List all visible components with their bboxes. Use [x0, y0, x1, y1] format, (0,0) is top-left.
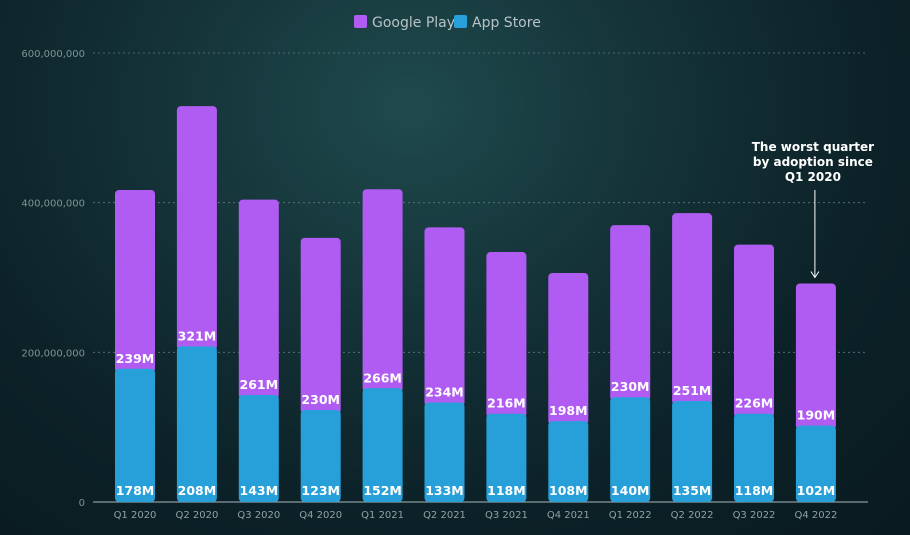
- legend-label-google-play: Google Play: [372, 15, 455, 31]
- data-label-google-play: 230M: [611, 379, 650, 394]
- data-label-app-store: 135M: [673, 483, 712, 498]
- legend-swatch-google-play: [354, 15, 367, 28]
- bar-app-store: [672, 400, 713, 502]
- bar-app-store: [610, 397, 651, 502]
- data-label-google-play: 230M: [301, 392, 340, 407]
- data-label-google-play: 226M: [735, 396, 774, 411]
- annotation-line: The worst quarter: [752, 140, 874, 154]
- data-label-app-store: 152M: [363, 483, 402, 498]
- bar-google-play: [362, 189, 403, 393]
- data-label-app-store: 118M: [735, 483, 774, 498]
- annotation-arrowhead: [810, 271, 820, 279]
- data-label-google-play: 251M: [673, 383, 712, 398]
- annotation-line: by adoption since: [753, 155, 873, 169]
- data-label-google-play: 261M: [240, 377, 279, 392]
- x-tick-label: Q2 2022: [671, 510, 714, 521]
- bar-google-play: [486, 252, 527, 418]
- data-label-app-store: 133M: [425, 483, 464, 498]
- y-tick-label: 400,000,000: [21, 199, 85, 210]
- bar-google-play: [734, 244, 774, 418]
- bar-google-play: [610, 225, 651, 402]
- bar-google-play: [424, 227, 465, 407]
- x-tick-label: Q1 2020: [114, 510, 157, 521]
- bar-app-store: [734, 413, 774, 502]
- bar-app-store: [115, 368, 155, 502]
- bar-google-play: [238, 199, 279, 399]
- data-label-app-store: 108M: [549, 483, 588, 498]
- data-label-app-store: 140M: [611, 483, 650, 498]
- x-tick-label: Q4 2022: [794, 510, 837, 521]
- x-tick-label: Q1 2021: [361, 510, 404, 521]
- x-tick-label: Q4 2021: [547, 510, 590, 521]
- data-label-google-play: 266M: [363, 370, 402, 385]
- data-label-google-play: 198M: [549, 403, 588, 418]
- bar-app-store: [424, 402, 465, 502]
- data-label-app-store: 118M: [487, 483, 526, 498]
- bar-google-play: [795, 283, 836, 430]
- bar-google-play: [300, 237, 341, 414]
- bar-google-play: [548, 273, 589, 426]
- annotation: The worst quarter by adoption since Q1 2…: [752, 140, 874, 279]
- legend: Google Play App Store: [354, 15, 541, 31]
- x-tick-label: Q2 2021: [423, 510, 466, 521]
- y-tick-label: 200,000,000: [21, 348, 85, 359]
- bar-app-store: [362, 388, 403, 502]
- data-label-google-play: 239M: [116, 351, 155, 366]
- bar-app-store: [238, 394, 279, 502]
- bar-app-store: [548, 421, 589, 502]
- data-label-google-play: 234M: [425, 384, 464, 399]
- y-tick-label: 600,000,000: [21, 49, 85, 60]
- y-tick-label: 0: [79, 498, 85, 509]
- bar-app-store: [486, 413, 527, 502]
- data-label-app-store: 143M: [240, 483, 279, 498]
- bar-app-store: [176, 346, 217, 502]
- legend-swatch-app-store: [454, 15, 467, 28]
- bar-google-play: [176, 106, 217, 351]
- x-tick-label: Q3 2022: [733, 510, 776, 521]
- x-tick-label: Q3 2020: [237, 510, 280, 521]
- data-label-app-store: 123M: [301, 483, 340, 498]
- x-tick-label: Q3 2021: [485, 510, 528, 521]
- x-tick-label: Q2 2020: [175, 510, 218, 521]
- y-axis: 0 200,000,000 400,000,000 600,000,000: [21, 49, 85, 509]
- data-label-google-play: 216M: [487, 396, 526, 411]
- data-label-google-play: 190M: [797, 408, 836, 423]
- data-label-app-store: 208M: [178, 483, 217, 498]
- x-tick-label: Q1 2022: [609, 510, 652, 521]
- bar-google-play: [115, 189, 155, 373]
- data-label-google-play: 321M: [178, 328, 217, 343]
- bar-google-play: [672, 213, 713, 405]
- data-label-app-store: 102M: [797, 483, 836, 498]
- bar-app-store: [300, 409, 341, 502]
- x-axis: Q1 2020 Q2 2020 Q3 2020 Q4 2020 Q1 2021 Q2 20…: [114, 510, 838, 521]
- bars: 239M 178M 321M 208M 261M 143M 230M 123M 266M 152M…: [115, 106, 836, 502]
- data-label-app-store: 178M: [116, 483, 155, 498]
- annotation-line: Q1 2020: [785, 170, 841, 184]
- bar-app-store: [795, 425, 836, 502]
- legend-label-app-store: App Store: [472, 15, 541, 31]
- x-tick-label: Q4 2020: [299, 510, 342, 521]
